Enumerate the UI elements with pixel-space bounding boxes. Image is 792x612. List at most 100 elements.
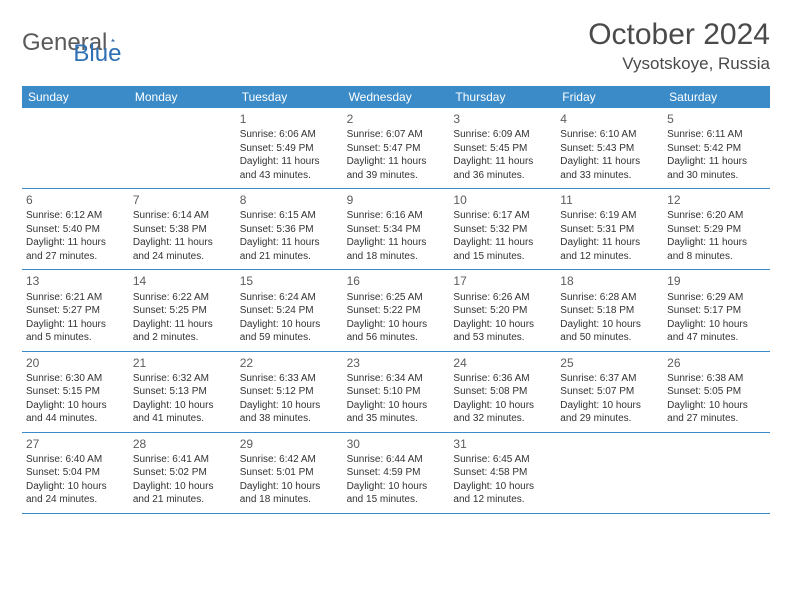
sunset-line: Sunset: 5:43 PM — [560, 142, 659, 156]
daylight-line: Daylight: 11 hours and 43 minutes. — [240, 155, 339, 182]
week-row: 20Sunrise: 6:30 AMSunset: 5:15 PMDayligh… — [22, 352, 770, 433]
sunset-line: Sunset: 5:12 PM — [240, 385, 339, 399]
daylight-line: Daylight: 10 hours and 53 minutes. — [453, 318, 552, 345]
day-number: 22 — [240, 355, 339, 371]
day-header-cell: Monday — [129, 86, 236, 108]
month-title: October 2024 — [588, 18, 770, 52]
sunset-line: Sunset: 5:29 PM — [667, 223, 766, 237]
day-cell: 12Sunrise: 6:20 AMSunset: 5:29 PMDayligh… — [663, 189, 770, 269]
sunset-line: Sunset: 5:34 PM — [347, 223, 446, 237]
sunrise-line: Sunrise: 6:19 AM — [560, 209, 659, 223]
title-block: October 2024 Vysotskoye, Russia — [588, 18, 770, 74]
sunset-line: Sunset: 4:59 PM — [347, 466, 446, 480]
day-cell: 20Sunrise: 6:30 AMSunset: 5:15 PMDayligh… — [22, 352, 129, 432]
week-row: 1Sunrise: 6:06 AMSunset: 5:49 PMDaylight… — [22, 108, 770, 189]
day-number: 2 — [347, 111, 446, 127]
day-cell: 27Sunrise: 6:40 AMSunset: 5:04 PMDayligh… — [22, 433, 129, 513]
day-number: 27 — [26, 436, 125, 452]
daylight-line: Daylight: 10 hours and 15 minutes. — [347, 480, 446, 507]
empty-cell — [663, 433, 770, 513]
sunset-line: Sunset: 5:36 PM — [240, 223, 339, 237]
daylight-line: Daylight: 10 hours and 50 minutes. — [560, 318, 659, 345]
sunrise-line: Sunrise: 6:20 AM — [667, 209, 766, 223]
sunrise-line: Sunrise: 6:15 AM — [240, 209, 339, 223]
calendar-body: 1Sunrise: 6:06 AMSunset: 5:49 PMDaylight… — [22, 108, 770, 514]
week-row: 27Sunrise: 6:40 AMSunset: 5:04 PMDayligh… — [22, 433, 770, 514]
week-row: 13Sunrise: 6:21 AMSunset: 5:27 PMDayligh… — [22, 270, 770, 351]
day-cell: 16Sunrise: 6:25 AMSunset: 5:22 PMDayligh… — [343, 270, 450, 350]
sunset-line: Sunset: 5:18 PM — [560, 304, 659, 318]
day-cell: 15Sunrise: 6:24 AMSunset: 5:24 PMDayligh… — [236, 270, 343, 350]
sunrise-line: Sunrise: 6:33 AM — [240, 372, 339, 386]
daylight-line: Daylight: 11 hours and 15 minutes. — [453, 236, 552, 263]
sunset-line: Sunset: 5:38 PM — [133, 223, 232, 237]
daylight-line: Daylight: 10 hours and 44 minutes. — [26, 399, 125, 426]
sunrise-line: Sunrise: 6:44 AM — [347, 453, 446, 467]
day-header-cell: Tuesday — [236, 86, 343, 108]
day-number: 23 — [347, 355, 446, 371]
daylight-line: Daylight: 11 hours and 30 minutes. — [667, 155, 766, 182]
day-cell: 3Sunrise: 6:09 AMSunset: 5:45 PMDaylight… — [449, 108, 556, 188]
daylight-line: Daylight: 10 hours and 35 minutes. — [347, 399, 446, 426]
daylight-line: Daylight: 10 hours and 38 minutes. — [240, 399, 339, 426]
sunrise-line: Sunrise: 6:29 AM — [667, 291, 766, 305]
day-cell: 22Sunrise: 6:33 AMSunset: 5:12 PMDayligh… — [236, 352, 343, 432]
day-cell: 19Sunrise: 6:29 AMSunset: 5:17 PMDayligh… — [663, 270, 770, 350]
day-cell: 17Sunrise: 6:26 AMSunset: 5:20 PMDayligh… — [449, 270, 556, 350]
sunset-line: Sunset: 5:13 PM — [133, 385, 232, 399]
sunset-line: Sunset: 5:07 PM — [560, 385, 659, 399]
day-number: 28 — [133, 436, 232, 452]
empty-cell — [22, 108, 129, 188]
sunset-line: Sunset: 5:02 PM — [133, 466, 232, 480]
sunset-line: Sunset: 5:10 PM — [347, 385, 446, 399]
sunset-line: Sunset: 5:17 PM — [667, 304, 766, 318]
sunset-line: Sunset: 5:47 PM — [347, 142, 446, 156]
day-cell: 31Sunrise: 6:45 AMSunset: 4:58 PMDayligh… — [449, 433, 556, 513]
daylight-line: Daylight: 11 hours and 24 minutes. — [133, 236, 232, 263]
day-cell: 7Sunrise: 6:14 AMSunset: 5:38 PMDaylight… — [129, 189, 236, 269]
sunset-line: Sunset: 5:05 PM — [667, 385, 766, 399]
day-cell: 6Sunrise: 6:12 AMSunset: 5:40 PMDaylight… — [22, 189, 129, 269]
sunrise-line: Sunrise: 6:16 AM — [347, 209, 446, 223]
day-header-cell: Saturday — [663, 86, 770, 108]
day-cell: 29Sunrise: 6:42 AMSunset: 5:01 PMDayligh… — [236, 433, 343, 513]
sunset-line: Sunset: 5:32 PM — [453, 223, 552, 237]
sunset-line: Sunset: 5:08 PM — [453, 385, 552, 399]
daylight-line: Daylight: 10 hours and 12 minutes. — [453, 480, 552, 507]
day-number: 15 — [240, 273, 339, 289]
day-cell: 28Sunrise: 6:41 AMSunset: 5:02 PMDayligh… — [129, 433, 236, 513]
sunrise-line: Sunrise: 6:06 AM — [240, 128, 339, 142]
sunrise-line: Sunrise: 6:42 AM — [240, 453, 339, 467]
day-number: 6 — [26, 192, 125, 208]
day-cell: 26Sunrise: 6:38 AMSunset: 5:05 PMDayligh… — [663, 352, 770, 432]
empty-cell — [129, 108, 236, 188]
daylight-line: Daylight: 11 hours and 2 minutes. — [133, 318, 232, 345]
daylight-line: Daylight: 10 hours and 32 minutes. — [453, 399, 552, 426]
sunrise-line: Sunrise: 6:11 AM — [667, 128, 766, 142]
day-cell: 11Sunrise: 6:19 AMSunset: 5:31 PMDayligh… — [556, 189, 663, 269]
sunrise-line: Sunrise: 6:09 AM — [453, 128, 552, 142]
day-cell: 30Sunrise: 6:44 AMSunset: 4:59 PMDayligh… — [343, 433, 450, 513]
day-number: 4 — [560, 111, 659, 127]
sunrise-line: Sunrise: 6:12 AM — [26, 209, 125, 223]
daylight-line: Daylight: 10 hours and 18 minutes. — [240, 480, 339, 507]
daylight-line: Daylight: 11 hours and 18 minutes. — [347, 236, 446, 263]
daylight-line: Daylight: 11 hours and 27 minutes. — [26, 236, 125, 263]
day-number: 30 — [347, 436, 446, 452]
calendar: SundayMondayTuesdayWednesdayThursdayFrid… — [22, 86, 770, 514]
day-cell: 14Sunrise: 6:22 AMSunset: 5:25 PMDayligh… — [129, 270, 236, 350]
sunrise-line: Sunrise: 6:25 AM — [347, 291, 446, 305]
sunset-line: Sunset: 5:01 PM — [240, 466, 339, 480]
sunrise-line: Sunrise: 6:26 AM — [453, 291, 552, 305]
day-cell: 10Sunrise: 6:17 AMSunset: 5:32 PMDayligh… — [449, 189, 556, 269]
daylight-line: Daylight: 10 hours and 56 minutes. — [347, 318, 446, 345]
day-cell: 1Sunrise: 6:06 AMSunset: 5:49 PMDaylight… — [236, 108, 343, 188]
day-number: 9 — [347, 192, 446, 208]
day-cell: 5Sunrise: 6:11 AMSunset: 5:42 PMDaylight… — [663, 108, 770, 188]
logo: General Blue — [22, 18, 121, 68]
logo-text-2: Blue — [73, 40, 121, 68]
day-number: 26 — [667, 355, 766, 371]
daylight-line: Daylight: 11 hours and 5 minutes. — [26, 318, 125, 345]
day-header-cell: Sunday — [22, 86, 129, 108]
daylight-line: Daylight: 10 hours and 24 minutes. — [26, 480, 125, 507]
